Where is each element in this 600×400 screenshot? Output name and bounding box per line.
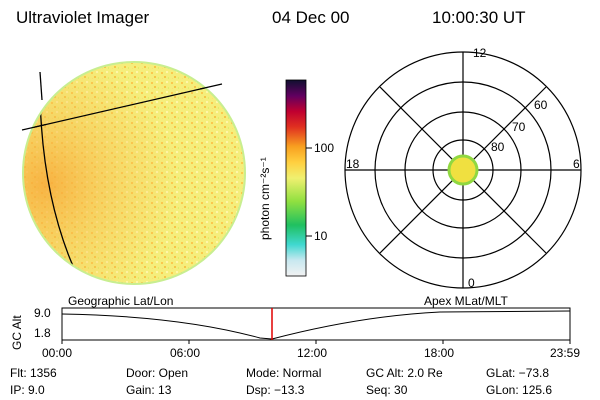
colorbar-tick-100: 100	[314, 141, 335, 155]
colorbar-label: photon cm⁻²s⁻¹	[258, 157, 272, 240]
timeline-ytick-1.8: 1.8	[34, 326, 51, 340]
info-glon: GLon: 125.6	[486, 383, 553, 397]
info-door: Door: Open	[126, 366, 189, 380]
mlt-label-0: 0	[468, 276, 475, 290]
auroral-oval	[447, 154, 479, 186]
timeline-plot	[61, 307, 571, 344]
timeline-ytick-9: 9.0	[34, 306, 51, 320]
info-seq: Seq: 30	[366, 383, 408, 397]
header-time: 10:00:30 UT	[432, 8, 526, 27]
colorbar-tick-10: 10	[314, 229, 328, 243]
timeline-right-label: Apex MLat/MLT	[424, 294, 508, 308]
info-dsp: Dsp: −13.3	[246, 383, 305, 397]
info-ip: IP: 9.0	[10, 383, 45, 397]
latitude-line	[24, 83, 223, 131]
info-gc-alt: GC Alt: 2.0 Re	[366, 366, 443, 380]
info-glat: GLat: −73.8	[486, 366, 550, 380]
timeline-left-label: Geographic Lat/Lon	[68, 294, 174, 308]
altitude-curve	[61, 310, 571, 340]
xtick-1200: 12:00	[297, 346, 328, 360]
app-title: Ultraviolet Imager	[16, 8, 150, 27]
polar-plot	[344, 51, 582, 289]
info-filter: Flt: 1356	[10, 366, 57, 380]
uv-earth-image	[21, 61, 246, 285]
header-date: 04 Dec 00	[272, 8, 350, 27]
lat-label-60: 60	[534, 98, 548, 112]
info-mode: Mode: Normal	[246, 366, 322, 380]
xtick-0600: 06:00	[170, 346, 201, 360]
lat-label-80: 80	[491, 140, 505, 154]
mlt-label-6: 6	[573, 157, 580, 171]
mlt-label-18: 18	[346, 157, 360, 171]
lat-label-70: 70	[512, 120, 526, 134]
colorbar	[285, 79, 312, 277]
mlt-label-12: 12	[473, 46, 487, 60]
xtick-1800: 18:00	[424, 346, 455, 360]
info-gain: Gain: 13	[126, 383, 172, 397]
timeline-ylabel: GC Alt	[10, 315, 24, 350]
xtick-2359: 23:59	[550, 346, 581, 360]
xtick-0000: 00:00	[42, 346, 73, 360]
